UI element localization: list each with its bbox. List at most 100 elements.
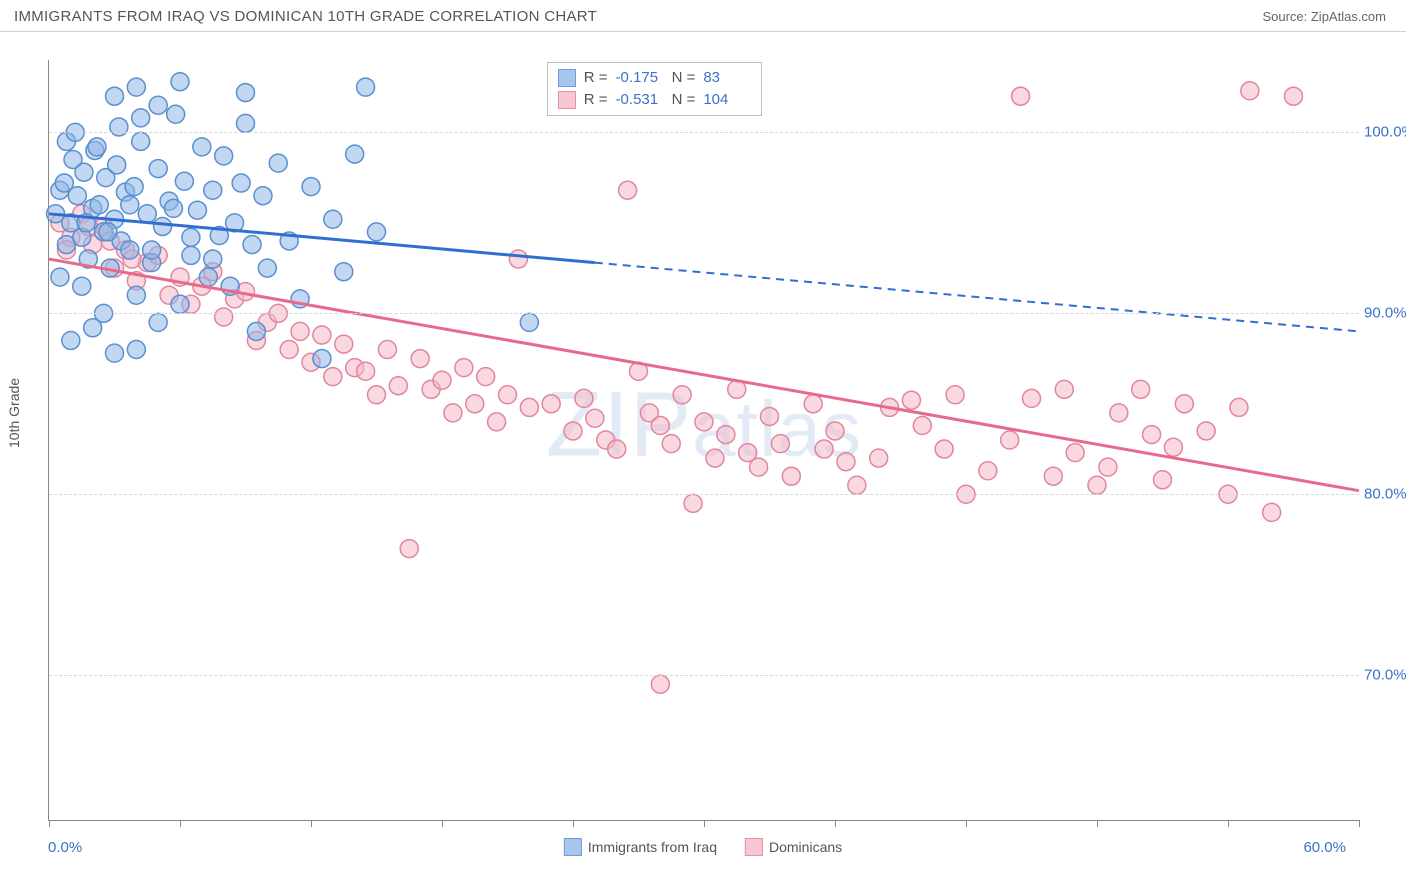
regression-line xyxy=(595,263,1359,332)
scatter-point xyxy=(1023,389,1041,407)
gridline-h xyxy=(49,494,1359,495)
scatter-point xyxy=(499,386,517,404)
x-axis-max-label: 60.0% xyxy=(1303,839,1346,856)
scatter-point xyxy=(313,350,331,368)
scatter-point xyxy=(979,462,997,480)
scatter-point xyxy=(313,326,331,344)
scatter-point xyxy=(662,435,680,453)
x-tick xyxy=(49,820,50,827)
scatter-point xyxy=(182,228,200,246)
n-label: N = xyxy=(672,67,696,89)
scatter-point xyxy=(143,241,161,259)
scatter-point xyxy=(1230,398,1248,416)
x-tick xyxy=(180,820,181,827)
n-value: 104 xyxy=(703,89,751,111)
scatter-point xyxy=(51,268,69,286)
legend-label-1: Immigrants from Iraq xyxy=(588,839,717,855)
scatter-point xyxy=(149,313,167,331)
scatter-point xyxy=(870,449,888,467)
scatter-point xyxy=(90,196,108,214)
scatter-point xyxy=(121,241,139,259)
scatter-point xyxy=(138,205,156,223)
scatter-point xyxy=(1001,431,1019,449)
scatter-point xyxy=(215,147,233,165)
scatter-point xyxy=(673,386,691,404)
scatter-point xyxy=(368,386,386,404)
x-tick xyxy=(966,820,967,827)
scatter-point xyxy=(389,377,407,395)
scatter-point xyxy=(132,109,150,127)
scatter-point xyxy=(1164,438,1182,456)
legend-label-2: Dominicans xyxy=(769,839,842,855)
scatter-point xyxy=(761,407,779,425)
scatter-point xyxy=(520,398,538,416)
scatter-point xyxy=(706,449,724,467)
corr-swatch xyxy=(558,69,576,87)
scatter-point xyxy=(215,308,233,326)
legend-item-series2: Dominicans xyxy=(745,838,842,856)
scatter-point xyxy=(106,87,124,105)
scatter-point xyxy=(684,494,702,512)
gridline-h xyxy=(49,132,1359,133)
scatter-point xyxy=(324,210,342,228)
chart-plot-area: ZIPatlas 70.0%80.0%90.0%100.0%R =-0.175N… xyxy=(48,60,1359,821)
correlation-box: R =-0.175N =83R =-0.531N =104 xyxy=(547,62,763,116)
scatter-point xyxy=(1099,458,1117,476)
scatter-point xyxy=(154,217,172,235)
legend-item-series1: Immigrants from Iraq xyxy=(564,838,717,856)
r-value: -0.175 xyxy=(616,67,664,89)
scatter-point xyxy=(188,201,206,219)
x-tick xyxy=(1097,820,1098,827)
scatter-point xyxy=(247,322,265,340)
scatter-point xyxy=(651,675,669,693)
scatter-point xyxy=(542,395,560,413)
n-value: 83 xyxy=(703,67,751,89)
scatter-point xyxy=(1143,426,1161,444)
scatter-point xyxy=(946,386,964,404)
corr-swatch xyxy=(558,91,576,109)
scatter-point xyxy=(717,426,735,444)
chart-source: Source: ZipAtlas.com xyxy=(1262,9,1386,24)
scatter-point xyxy=(167,105,185,123)
scatter-point xyxy=(335,335,353,353)
scatter-point xyxy=(1055,380,1073,398)
scatter-point xyxy=(75,163,93,181)
source-name: ZipAtlas.com xyxy=(1311,9,1386,24)
scatter-point xyxy=(204,181,222,199)
scatter-point xyxy=(127,78,145,96)
gridline-h xyxy=(49,675,1359,676)
scatter-point xyxy=(269,154,287,172)
scatter-point xyxy=(1012,87,1030,105)
scatter-point xyxy=(695,413,713,431)
scatter-point xyxy=(258,259,276,277)
scatter-point xyxy=(254,187,272,205)
scatter-point xyxy=(99,223,117,241)
scatter-point xyxy=(488,413,506,431)
scatter-point xyxy=(127,341,145,359)
y-tick-label: 90.0% xyxy=(1364,305,1406,322)
scatter-point xyxy=(132,132,150,150)
scatter-point xyxy=(1132,380,1150,398)
scatter-point xyxy=(127,286,145,304)
regression-line xyxy=(49,259,1359,491)
x-tick xyxy=(1228,820,1229,827)
scatter-point xyxy=(608,440,626,458)
legend-bottom: Immigrants from Iraq Dominicans xyxy=(564,838,842,856)
r-label: R = xyxy=(584,67,608,89)
scatter-point xyxy=(164,199,182,217)
scatter-point xyxy=(444,404,462,422)
scatter-point xyxy=(411,350,429,368)
x-tick xyxy=(573,820,574,827)
r-value: -0.531 xyxy=(616,89,664,111)
scatter-point xyxy=(149,160,167,178)
scatter-point xyxy=(171,295,189,313)
scatter-point xyxy=(575,389,593,407)
scatter-point xyxy=(826,422,844,440)
scatter-point xyxy=(193,138,211,156)
scatter-point xyxy=(564,422,582,440)
scatter-point xyxy=(1066,444,1084,462)
scatter-point xyxy=(182,246,200,264)
scatter-point xyxy=(171,73,189,91)
scatter-point xyxy=(400,540,418,558)
n-label: N = xyxy=(672,89,696,111)
